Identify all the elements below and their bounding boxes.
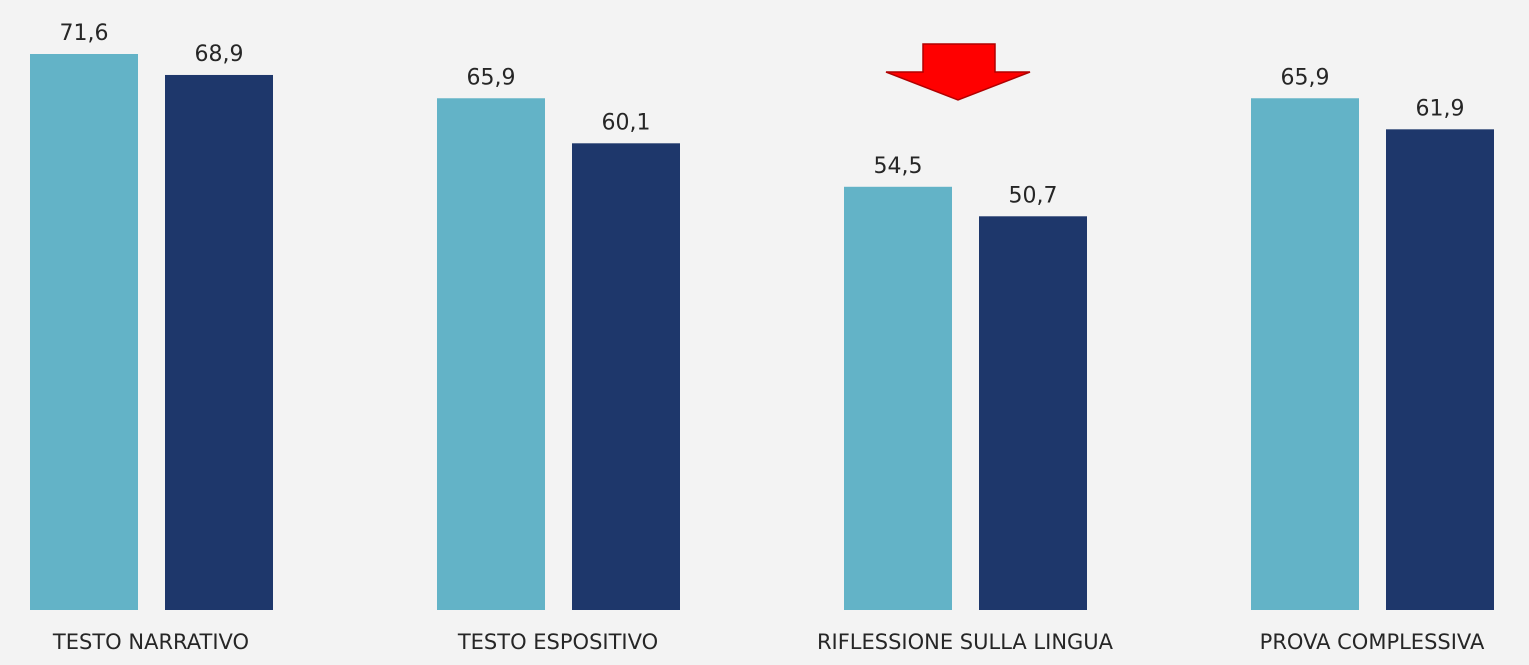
bar-series-1-category-1 — [30, 54, 138, 610]
category-label-2: TESTO ESPOSITIVO — [457, 630, 658, 654]
bar-series-2-category-3 — [979, 216, 1087, 611]
bar-series-1-category-4 — [1251, 98, 1359, 610]
category-label-3: RIFLESSIONE SULLA LINGUA — [817, 630, 1114, 654]
value-label-series-2-category-4: 61,9 — [1416, 96, 1465, 121]
value-label-series-1-category-1: 71,6 — [60, 21, 109, 46]
value-label-series-1-category-3: 54,5 — [874, 154, 923, 179]
value-label-series-1-category-2: 65,9 — [467, 65, 516, 90]
highlight-layer — [885, 43, 1031, 101]
category-label-4: PROVA COMPLESSIVA — [1260, 630, 1485, 654]
category-label-1: TESTO NARRATIVO — [52, 630, 249, 654]
bar-series-1-category-2 — [437, 98, 545, 610]
red-down-arrow-icon — [885, 43, 1031, 101]
bars-layer — [30, 54, 1494, 611]
value-labels-layer: 71,6 68,9 65,9 60,1 54,5 50,7 65,9 61,9 — [60, 21, 1465, 208]
value-label-series-2-category-2: 60,1 — [602, 110, 651, 135]
bar-series-2-category-4 — [1386, 129, 1494, 610]
bar-series-2-category-2 — [572, 143, 680, 610]
bar-series-2-category-1 — [165, 74, 273, 610]
category-labels-layer: TESTO NARRATIVO TESTO ESPOSITIVO RIFLESSIO… — [52, 630, 1485, 654]
bar-series-1-category-3 — [844, 186, 952, 610]
value-label-series-2-category-3: 50,7 — [1009, 183, 1058, 208]
value-label-series-2-category-1: 68,9 — [195, 42, 244, 67]
value-label-series-1-category-4: 65,9 — [1281, 65, 1330, 90]
